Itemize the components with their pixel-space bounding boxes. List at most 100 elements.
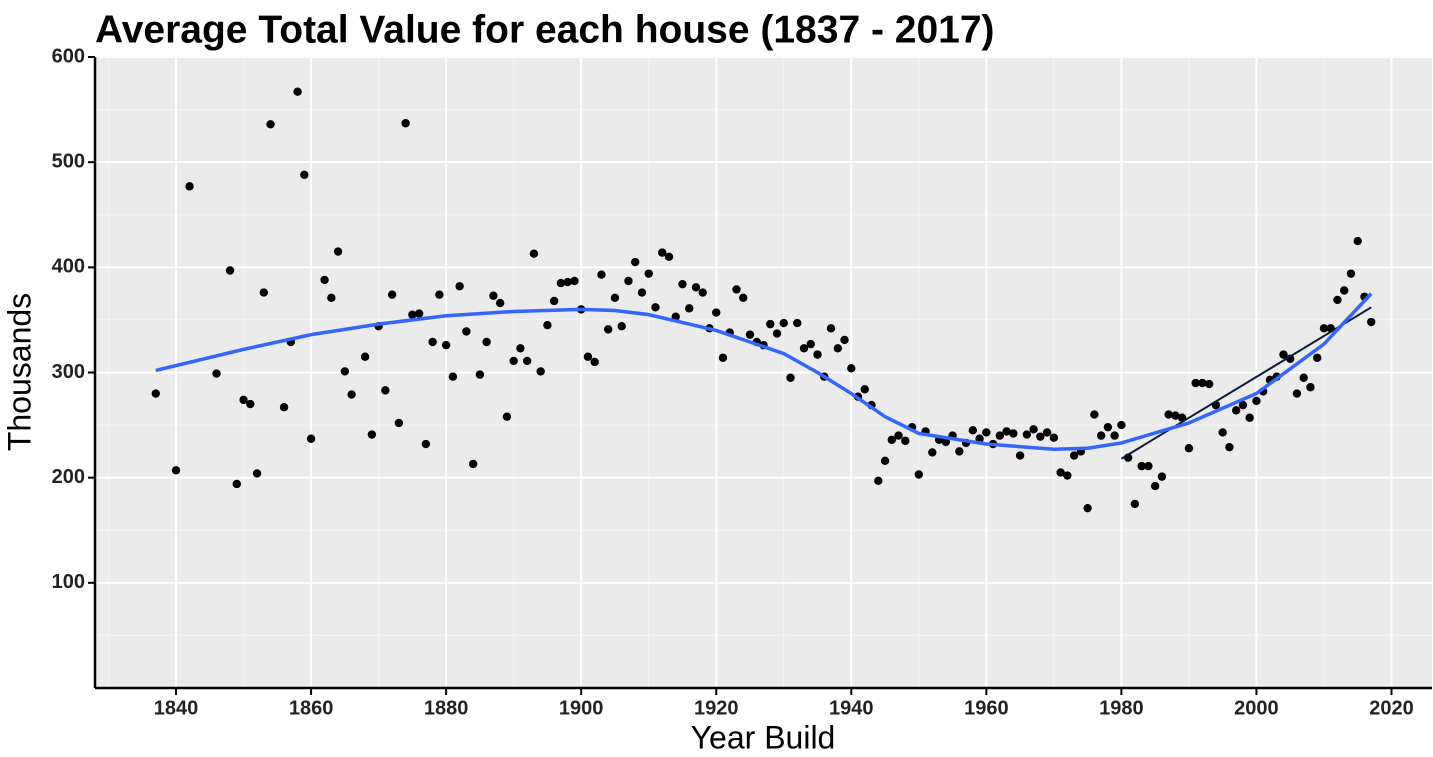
point [698, 288, 707, 297]
x-tick-label: 1840 [154, 697, 199, 719]
x-tick-label: 1900 [559, 697, 604, 719]
point [928, 448, 937, 457]
point [691, 283, 701, 292]
point [252, 469, 262, 478]
point [441, 340, 451, 350]
point [1029, 425, 1038, 434]
x-tick-label: 1880 [424, 697, 469, 719]
point [779, 318, 788, 328]
point [320, 275, 329, 285]
point [428, 337, 437, 347]
point [833, 344, 842, 353]
point [1245, 413, 1254, 422]
point [475, 370, 485, 379]
x-tick-label: 2020 [1369, 697, 1414, 719]
point [590, 357, 599, 367]
point [1002, 427, 1011, 436]
point [1117, 420, 1126, 430]
chart-title: Average Total Value for each house (1837… [95, 8, 995, 51]
point [279, 403, 289, 412]
point [772, 329, 782, 338]
point [1171, 411, 1180, 420]
point [603, 325, 613, 334]
point [225, 266, 235, 275]
point [1063, 471, 1072, 480]
point [246, 399, 255, 409]
point [955, 447, 964, 456]
y-tick-label: 300 [52, 361, 85, 383]
fit-line [1120, 306, 1372, 460]
point [1110, 431, 1119, 440]
x-tick-label: 2000 [1234, 697, 1279, 719]
point [712, 308, 721, 317]
point [766, 319, 775, 329]
point [529, 249, 539, 258]
y-tick-label: 200 [52, 466, 85, 488]
point [333, 247, 343, 256]
point [1090, 410, 1099, 419]
point [340, 367, 350, 376]
point [516, 344, 525, 353]
point [1340, 286, 1349, 295]
point [1049, 433, 1059, 442]
point [522, 356, 532, 366]
point [1022, 430, 1032, 439]
point [435, 290, 444, 299]
point [1130, 499, 1140, 509]
point [360, 352, 370, 361]
point [995, 431, 1005, 440]
point [624, 276, 633, 286]
point [664, 252, 674, 262]
point [327, 293, 336, 303]
point [826, 324, 836, 333]
point [489, 291, 498, 300]
point [786, 373, 795, 382]
point [658, 248, 667, 257]
x-tick-label: 1960 [964, 697, 1009, 719]
x-tick-label: 1920 [694, 697, 739, 719]
point [1144, 461, 1153, 471]
point [1083, 503, 1092, 513]
point [806, 339, 815, 349]
point [894, 431, 903, 440]
point [387, 290, 397, 299]
x-axis-label: Year Build [691, 719, 836, 755]
x-tick-label: 1940 [829, 697, 874, 719]
point [347, 390, 356, 399]
point [543, 320, 552, 330]
point [266, 120, 275, 129]
point [509, 356, 518, 366]
point [414, 309, 424, 318]
point [860, 385, 869, 394]
point [232, 479, 242, 489]
point [563, 277, 572, 287]
point [982, 428, 991, 437]
point [745, 330, 755, 339]
point [212, 369, 221, 378]
point [583, 352, 593, 361]
point [968, 426, 978, 435]
point [1225, 442, 1234, 452]
y-tick-label: 600 [52, 45, 85, 67]
y-tick-label: 400 [52, 256, 85, 278]
point [1367, 317, 1376, 327]
point [1218, 428, 1227, 437]
point [259, 288, 269, 297]
point [421, 439, 431, 449]
point [617, 322, 626, 331]
point [718, 353, 728, 362]
point [887, 435, 896, 445]
point [367, 430, 377, 439]
point [408, 310, 417, 319]
point [306, 434, 316, 443]
point [637, 288, 647, 297]
point [651, 303, 660, 312]
point [975, 434, 984, 443]
point [874, 476, 883, 486]
point [1150, 481, 1160, 491]
point [840, 335, 849, 345]
point [1299, 373, 1308, 382]
point [610, 293, 620, 303]
point [813, 350, 822, 359]
